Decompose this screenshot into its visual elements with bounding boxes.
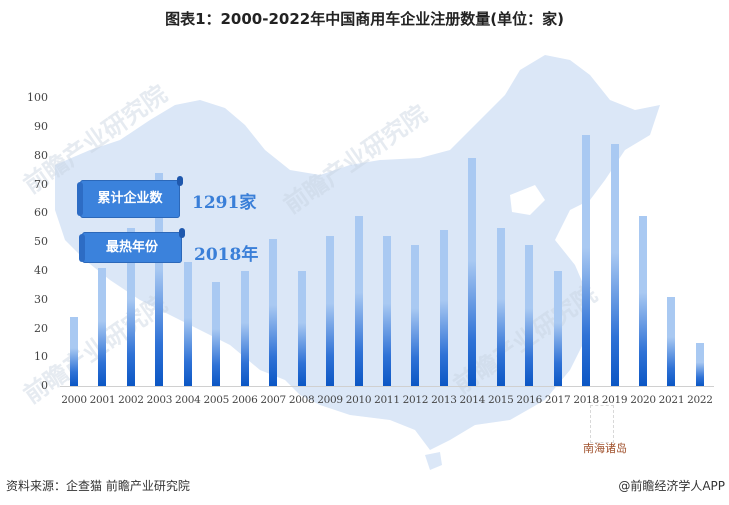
x-tick: 2007 bbox=[260, 394, 286, 406]
bar-2022 bbox=[695, 342, 704, 386]
credit-note: @前瞻经济学人APP bbox=[618, 479, 725, 493]
kpi-value-hottest-year: 2018年 bbox=[194, 245, 259, 265]
x-tick: 2016 bbox=[516, 394, 542, 406]
y-tick: 50 bbox=[34, 235, 48, 248]
scroll-roll-icon bbox=[79, 234, 85, 262]
bar-2000 bbox=[70, 316, 78, 386]
x-tick: 2019 bbox=[601, 394, 628, 406]
kpi-value-total: 1291家 bbox=[192, 193, 257, 213]
x-tick: 2012 bbox=[402, 394, 429, 406]
x-tick: 2009 bbox=[317, 394, 343, 406]
x-tick: 2013 bbox=[431, 394, 457, 406]
x-tick: 2011 bbox=[374, 394, 400, 406]
x-tick: 2002 bbox=[118, 394, 144, 406]
bar-2007 bbox=[269, 239, 278, 386]
kpi-banner-total: 累计企业数 bbox=[77, 176, 183, 218]
y-tick: 70 bbox=[34, 178, 48, 191]
y-tick: 60 bbox=[34, 206, 48, 219]
x-tick: 2014 bbox=[459, 394, 486, 406]
bar-2020 bbox=[639, 216, 647, 386]
bar-2019 bbox=[610, 144, 619, 386]
y-tick: 20 bbox=[34, 322, 48, 335]
kpi-banner-hottest-year: 最热年份 bbox=[79, 228, 185, 263]
bar-2013 bbox=[439, 230, 448, 386]
scroll-roll-icon bbox=[177, 176, 183, 186]
bar-2014 bbox=[468, 158, 477, 386]
kpi-label: 累计企业数 bbox=[97, 191, 163, 206]
south-china-sea-inset bbox=[590, 405, 614, 443]
bar-2006 bbox=[240, 270, 249, 386]
y-tick: 100 bbox=[27, 91, 48, 104]
kpi-label: 最热年份 bbox=[105, 240, 158, 255]
x-tick: 2018 bbox=[573, 394, 599, 406]
bar-2003 bbox=[155, 172, 164, 386]
y-tick: 10 bbox=[34, 350, 48, 363]
bar-2001 bbox=[98, 267, 107, 386]
x-tick: 2000 bbox=[61, 394, 87, 406]
scroll-roll-icon bbox=[77, 182, 83, 216]
bar-2004 bbox=[183, 262, 192, 386]
bar-2018 bbox=[582, 135, 591, 386]
x-tick: 2003 bbox=[146, 394, 173, 406]
y-tick: 0 bbox=[41, 379, 48, 392]
bar-2016 bbox=[525, 244, 534, 386]
chart-title: 图表1：2000-2022年中国商用车企业注册数量(单位：家) bbox=[165, 10, 564, 28]
x-tick: 2004 bbox=[175, 394, 201, 406]
x-axis-line bbox=[60, 386, 714, 387]
bar-2017 bbox=[553, 270, 562, 386]
x-tick: 2001 bbox=[89, 394, 116, 406]
bar-2005 bbox=[212, 282, 221, 386]
bar-2015 bbox=[496, 227, 505, 386]
x-tick: 2010 bbox=[345, 394, 372, 406]
bar-2012 bbox=[411, 244, 420, 386]
y-tick: 40 bbox=[34, 264, 48, 277]
bar-2011 bbox=[382, 236, 391, 386]
x-tick: 2020 bbox=[630, 394, 656, 406]
y-tick: 30 bbox=[34, 293, 48, 306]
y-tick: 90 bbox=[34, 120, 48, 133]
source-note: 资料来源：企查猫 前瞻产业研究院 bbox=[6, 479, 190, 493]
x-tick: 2005 bbox=[203, 394, 230, 406]
south-china-sea-label: 南海诸岛 bbox=[583, 442, 627, 455]
x-tick: 2017 bbox=[544, 394, 571, 406]
scroll-roll-icon bbox=[179, 228, 185, 238]
x-tick: 2015 bbox=[487, 394, 514, 406]
x-tick: 2008 bbox=[288, 394, 315, 406]
bar-2009 bbox=[326, 236, 335, 386]
y-tick: 80 bbox=[34, 149, 48, 162]
bar-2002 bbox=[126, 227, 135, 386]
bar-2010 bbox=[354, 216, 363, 386]
x-tick: 2021 bbox=[658, 394, 685, 406]
x-tick: 2022 bbox=[687, 394, 713, 406]
x-tick: 2006 bbox=[231, 394, 258, 406]
bar-2021 bbox=[667, 296, 676, 386]
bar-2008 bbox=[297, 270, 306, 386]
